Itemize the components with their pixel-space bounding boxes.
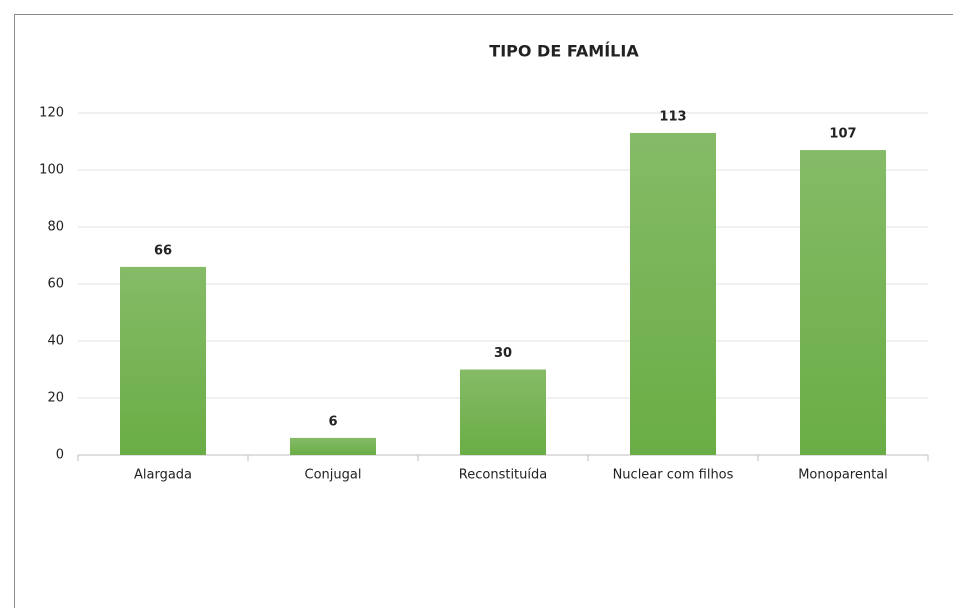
x-tick-label: Alargada xyxy=(134,468,192,483)
y-tick-label: 60 xyxy=(47,277,64,292)
data-label: 6 xyxy=(328,414,337,429)
x-tick-label: Conjugal xyxy=(305,468,362,483)
data-label: 30 xyxy=(494,346,512,361)
data-label: 66 xyxy=(154,243,172,258)
bar xyxy=(120,266,206,455)
y-tick-label: 20 xyxy=(47,391,64,406)
data-label: 113 xyxy=(659,109,686,124)
data-label: 107 xyxy=(829,127,856,142)
y-tick-label: 100 xyxy=(39,163,64,178)
y-tick-label: 120 xyxy=(39,106,64,121)
bar xyxy=(460,369,546,455)
x-tick-label: Monoparental xyxy=(798,468,888,483)
y-tick-label: 80 xyxy=(47,220,64,235)
bar xyxy=(630,132,716,455)
bar xyxy=(290,437,376,455)
y-tick-label: 40 xyxy=(47,334,64,349)
x-tick-label: Reconstituída xyxy=(459,468,547,483)
chart-title: TIPO DE FAMÍLIA xyxy=(489,42,639,61)
bar xyxy=(800,150,886,456)
y-tick-label: 0 xyxy=(56,448,64,463)
x-tick-label: Nuclear com filhos xyxy=(613,468,734,483)
